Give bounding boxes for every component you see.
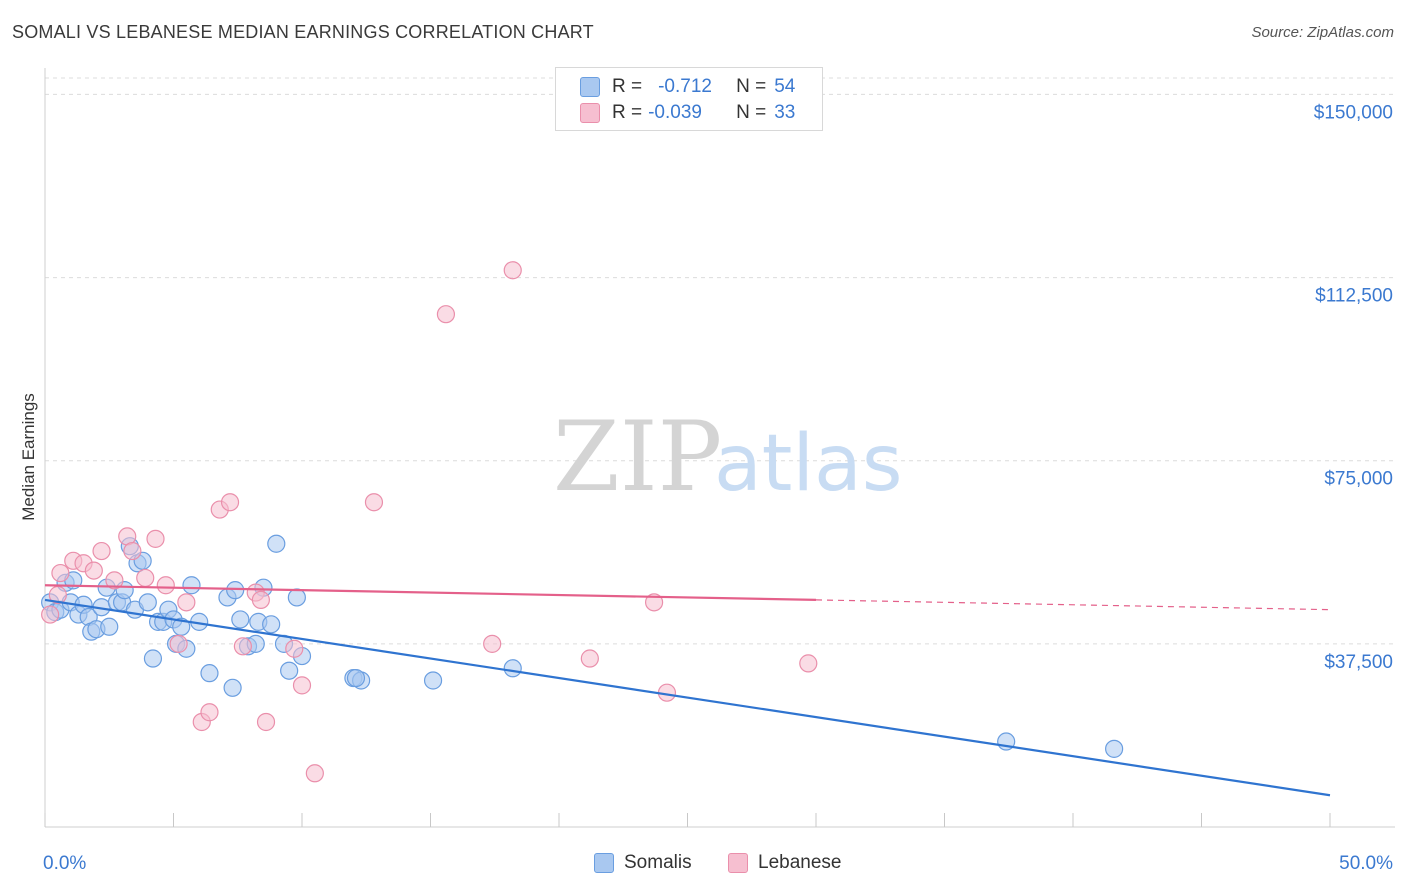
lebanese-trend-line: [44, 584, 817, 601]
somalis-point: [231, 610, 250, 629]
lebanese-swatch: [580, 103, 600, 123]
lebanese-point: [146, 529, 165, 548]
x-tick-label: 0.0%: [43, 853, 86, 874]
somalis-point: [182, 576, 201, 595]
watermark-atlas: atlas: [714, 419, 903, 509]
lebanese-point: [285, 639, 304, 658]
legend-row-lebanese: R = -0.039 N = 33: [580, 101, 795, 125]
stats-legend: R = -0.712 N = 54 R = -0.039 N = 33: [555, 67, 823, 131]
lebanese-point: [483, 634, 502, 653]
lebanese-trend-line-extension: [815, 599, 1331, 611]
lebanese-point: [251, 590, 270, 610]
lebanese-point: [41, 605, 60, 624]
chart-title: SOMALI VS LEBANESE MEDIAN EARNINGS CORRE…: [12, 22, 594, 42]
somalis-point: [346, 668, 366, 688]
lebanese-point: [305, 764, 324, 783]
grid-lines: [45, 77, 1395, 645]
lebanese-point: [177, 593, 196, 612]
lebanese-point: [123, 541, 142, 561]
tick-labels: $37,500 $75,000 $112,500 $150,000 0.0% 50.0%: [43, 102, 1393, 874]
y-tick-label: $112,500: [1315, 286, 1393, 307]
somalis-point: [100, 617, 119, 636]
lebanese-legend-swatch: [728, 853, 748, 873]
lebanese-point: [200, 703, 219, 722]
somalis-point: [226, 581, 245, 600]
legend-r-value: -0.712: [658, 76, 712, 97]
legend-row-somalis: R = -0.712 N = 54: [580, 75, 795, 99]
somalis-point: [267, 534, 286, 553]
y-tick-label: $75,000: [1324, 469, 1393, 490]
legend-n-label: N =: [736, 102, 767, 123]
legend-n-value: 33: [774, 102, 796, 123]
somalis-point: [423, 671, 443, 690]
somalis-legend-swatch: [594, 853, 614, 873]
somalis-point: [200, 664, 219, 683]
legend-n-value: 54: [774, 76, 796, 97]
lebanese-point: [92, 541, 111, 561]
y-axis-label: Median Earnings: [19, 393, 38, 521]
lebanese-point: [84, 561, 103, 580]
somalis-point: [280, 661, 299, 680]
lebanese-point: [233, 637, 252, 656]
somalis-point: [1105, 739, 1124, 758]
chart-source: Source: ZipAtlas.com: [1251, 24, 1394, 41]
somalis-point: [223, 678, 242, 697]
y-tick-label: $37,500: [1324, 652, 1393, 673]
trend-lines: [44, 584, 1331, 797]
lebanese-point: [169, 634, 188, 653]
lebanese-point: [436, 305, 456, 324]
somalis-point: [503, 659, 522, 678]
lebanese-point: [580, 649, 599, 668]
somalis-point: [287, 588, 306, 607]
somalis-point: [138, 593, 157, 612]
somalis-point: [143, 649, 163, 668]
legend-item-somalis: Somalis: [594, 852, 692, 874]
somalis-trend-line: [44, 598, 1331, 797]
legend-r-label: R =: [612, 76, 643, 97]
lebanese-legend-label: Lebanese: [758, 852, 842, 873]
legend-n-label: N =: [736, 76, 767, 97]
watermark-zip: ZIP: [553, 401, 722, 513]
data-points: [41, 261, 1124, 783]
axes: [44, 68, 1395, 828]
lebanese-point: [503, 261, 522, 280]
legend-r-label: R =: [612, 102, 643, 123]
legend-r-value: -0.039: [648, 102, 702, 123]
lebanese-point: [364, 493, 384, 512]
somalis-swatch: [580, 77, 600, 97]
lebanese-point: [105, 571, 124, 590]
somalis-legend-label: Somalis: [624, 852, 692, 873]
lebanese-point: [156, 576, 175, 595]
somalis-point: [262, 615, 281, 634]
lebanese-point: [220, 493, 240, 512]
lebanese-point: [256, 712, 276, 732]
lebanese-point: [799, 654, 818, 673]
lebanese-point: [51, 563, 70, 583]
legend-item-lebanese: Lebanese: [728, 852, 841, 874]
lebanese-point: [644, 593, 664, 612]
y-tick-label: $150,000: [1314, 102, 1393, 123]
x-tick-label: 50.0%: [1339, 853, 1393, 874]
lebanese-point: [292, 676, 312, 695]
lebanese-point: [136, 568, 155, 588]
